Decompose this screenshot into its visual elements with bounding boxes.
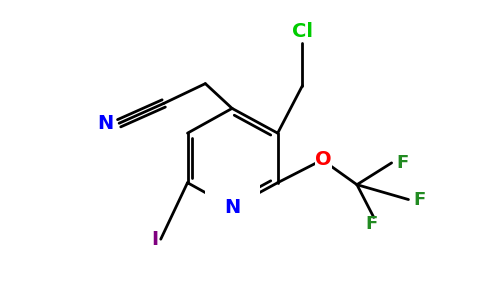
Text: F: F <box>413 190 425 208</box>
Text: Cl: Cl <box>292 22 313 41</box>
Text: O: O <box>315 150 332 170</box>
Text: N: N <box>97 114 113 133</box>
Text: F: F <box>366 215 378 233</box>
Text: N: N <box>224 198 240 217</box>
Text: F: F <box>396 154 409 172</box>
Text: I: I <box>151 230 159 249</box>
